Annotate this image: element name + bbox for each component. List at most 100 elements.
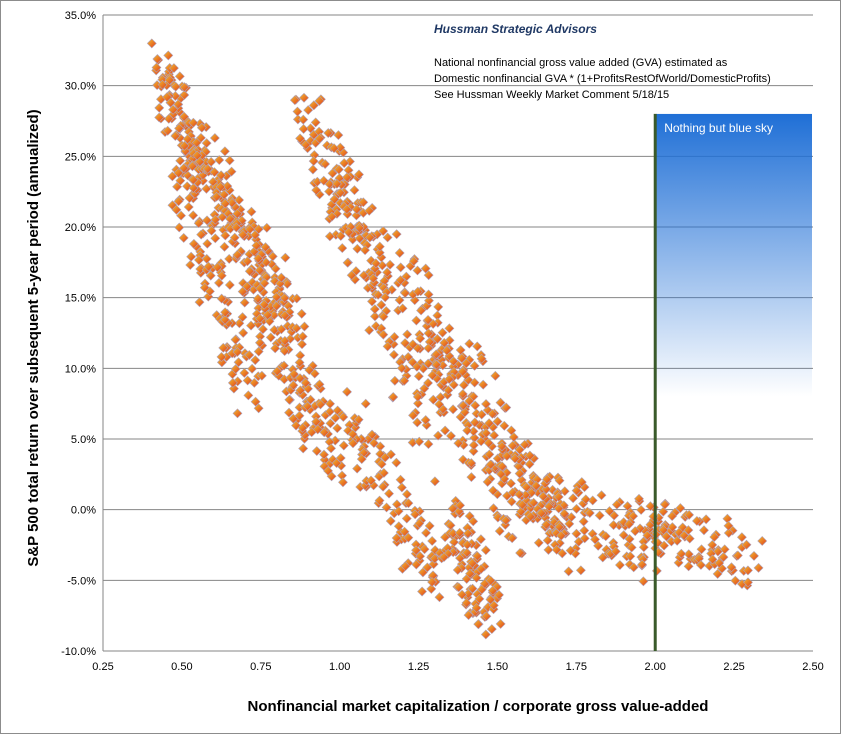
- data-point: [232, 249, 243, 260]
- data-point: [726, 562, 737, 573]
- y-tick-label: 30.0%: [65, 81, 96, 93]
- data-point: [314, 95, 325, 106]
- data-point: [444, 323, 455, 334]
- data-point: [433, 430, 444, 441]
- data-point: [239, 297, 250, 308]
- data-point: [559, 508, 570, 519]
- data-point: [709, 532, 720, 542]
- data-point: [224, 280, 235, 290]
- data-point: [169, 63, 179, 74]
- data-point: [424, 295, 434, 306]
- data-point: [389, 349, 399, 360]
- x-tick-label: 0.75: [250, 661, 271, 673]
- data-point: [270, 263, 281, 274]
- data-point: [185, 260, 196, 270]
- data-point: [439, 552, 449, 563]
- data-point: [196, 229, 207, 240]
- data-point: [559, 486, 570, 497]
- data-point: [462, 425, 473, 436]
- data-point: [501, 451, 512, 461]
- data-point: [395, 262, 406, 273]
- data-point: [298, 443, 309, 454]
- data-point: [544, 501, 555, 512]
- data-point: [396, 482, 407, 493]
- data-point: [288, 380, 299, 391]
- data-point: [468, 446, 479, 457]
- data-point: [399, 375, 410, 386]
- data-point: [543, 544, 554, 555]
- data-point: [403, 532, 414, 543]
- x-tick-label: 0.25: [92, 661, 113, 673]
- data-point: [246, 206, 257, 217]
- data-point: [489, 430, 500, 441]
- data-point: [420, 415, 431, 425]
- y-tick-label: 35.0%: [65, 10, 96, 22]
- data-point: [426, 583, 437, 594]
- data-point: [271, 292, 282, 302]
- data-point: [279, 310, 290, 321]
- data-point: [519, 439, 530, 450]
- data-point: [232, 208, 243, 219]
- data-point: [672, 535, 683, 546]
- data-point: [571, 528, 582, 539]
- y-tick-labels: -10.0% -5.0% 0.0% 5.0% 10.0% 15.0% 20.0% 25.0% 3…: [61, 10, 96, 658]
- data-point: [237, 286, 248, 297]
- data-point: [396, 363, 407, 374]
- data-point: [604, 506, 615, 517]
- data-point: [311, 446, 322, 456]
- data-point: [554, 475, 565, 486]
- data-point: [533, 537, 544, 548]
- data-point: [360, 245, 370, 256]
- data-point: [358, 270, 369, 281]
- data-point: [247, 277, 258, 288]
- data-point: [696, 560, 706, 570]
- data-point: [308, 100, 319, 111]
- data-point: [418, 567, 428, 578]
- data-point: [411, 315, 422, 326]
- data-point: [580, 494, 591, 505]
- data-point: [243, 390, 254, 401]
- data-point: [696, 544, 707, 555]
- data-point: [453, 438, 464, 449]
- data-point: [486, 624, 497, 635]
- data-point: [576, 477, 587, 488]
- data-point: [423, 378, 433, 388]
- data-point: [500, 515, 511, 526]
- data-point: [234, 195, 245, 205]
- data-point: [645, 501, 656, 512]
- data-point: [183, 202, 194, 212]
- data-point: [524, 459, 535, 470]
- data-point: [637, 559, 648, 570]
- data-point: [714, 558, 725, 568]
- data-point: [380, 292, 391, 303]
- data-point: [684, 533, 695, 544]
- data-point: [571, 503, 582, 514]
- data-point: [457, 366, 468, 377]
- data-point: [401, 513, 412, 524]
- data-point: [324, 231, 335, 242]
- data-point: [594, 510, 605, 521]
- data-point: [723, 520, 734, 531]
- data-point: [210, 233, 221, 244]
- data-point: [741, 539, 752, 550]
- data-point: [565, 545, 576, 556]
- data-point: [494, 589, 504, 600]
- data-point: [303, 105, 314, 116]
- data-point: [216, 293, 227, 304]
- data-point: [220, 230, 231, 241]
- data-point: [353, 414, 364, 425]
- data-point: [364, 325, 375, 336]
- data-point: [368, 438, 379, 448]
- data-point: [163, 50, 174, 61]
- data-point: [382, 232, 393, 243]
- data-point: [265, 332, 276, 343]
- data-point: [456, 353, 467, 364]
- data-point: [299, 92, 309, 103]
- data-point: [597, 552, 608, 563]
- data-point: [331, 178, 342, 189]
- data-point: [253, 346, 264, 357]
- data-point: [461, 547, 472, 558]
- data-point: [495, 397, 506, 408]
- data-point: [251, 240, 262, 251]
